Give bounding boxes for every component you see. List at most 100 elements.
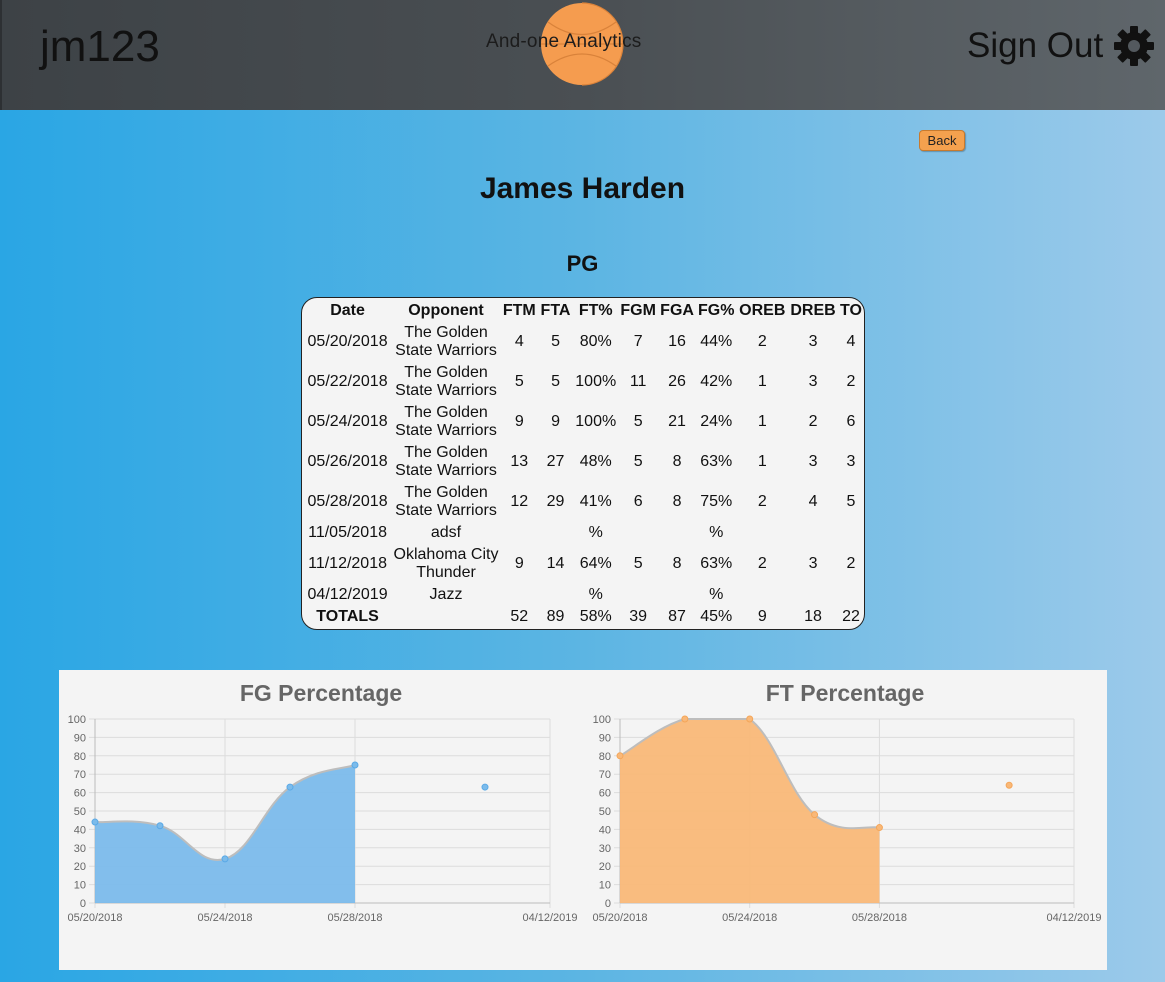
fg-area <box>95 765 355 903</box>
ft-y-tick-label: 40 <box>599 824 611 836</box>
cell-fgp: 44% <box>700 333 733 350</box>
cell-fgp: % <box>709 524 724 541</box>
col-header-oreb: OREB <box>739 302 786 319</box>
cell-fgm: 5 <box>633 453 643 470</box>
ft-x-tick-label: 05/20/2018 <box>592 912 647 924</box>
cell-fga: 8 <box>672 555 682 572</box>
cell-ftp: 48% <box>579 453 612 470</box>
opponent-line-1: Oklahoma City <box>393 546 499 563</box>
cell-oreb: 2 <box>757 555 767 572</box>
col-header-date: Date <box>330 302 365 319</box>
cell-date: 05/20/2018 <box>307 333 388 350</box>
fg-x-tick-label: 05/24/2018 <box>197 912 252 924</box>
cell-fga: 21 <box>668 413 686 430</box>
ft-data-point <box>811 811 819 819</box>
opponent-line-1: The Golden <box>404 444 488 461</box>
cell-dreb: 2 <box>808 413 818 430</box>
ft-series-line <box>619 718 880 830</box>
cell-fta: 5 <box>551 373 560 390</box>
cell-dreb: 3 <box>808 453 818 470</box>
cell-fgp: 45% <box>700 608 733 625</box>
cell-fgp: 24% <box>700 413 733 430</box>
cell-ftm: 12 <box>510 493 529 510</box>
cell-ftm: 52 <box>510 608 529 625</box>
col-header-fgp: FG% <box>698 302 735 319</box>
player-name: James Harden <box>479 172 686 205</box>
ft-y-tick-label: 30 <box>599 843 611 855</box>
cell-fta: 27 <box>546 453 565 470</box>
table-header-row: Date Opponent FTM FTA FT% FGM FGA FG% OR… <box>304 300 864 322</box>
cell-dreb: 3 <box>808 373 818 390</box>
ft-y-tick-label: 0 <box>605 898 611 910</box>
game-stats-table: Date Opponent FTM FTA FT% FGM FGA FG% OR… <box>301 297 865 630</box>
totals-row: TOTALS 52 89 58% 39 87 45% 9 18 22 <box>304 606 864 628</box>
cell-dreb: 3 <box>808 333 818 350</box>
cell-dreb: 3 <box>808 555 818 572</box>
ft-data-point <box>1005 781 1013 789</box>
cell-opponent <box>391 606 501 628</box>
cell-fgm: 5 <box>633 555 643 572</box>
ft-y-tick-label: 50 <box>599 806 611 818</box>
sign-out-link[interactable]: Sign Out <box>967 26 1104 65</box>
cell-ftp: 64% <box>579 555 612 572</box>
col-header-dreb: DREB <box>790 302 836 319</box>
cell-ftp: 58% <box>579 608 612 625</box>
cell-oreb <box>736 522 788 544</box>
cell-to <box>838 584 864 606</box>
cell-fgm: 39 <box>629 608 648 625</box>
opponent-line-1: The Golden <box>404 404 488 421</box>
cell-ftp: 100% <box>575 413 617 430</box>
col-header-fga: FGA <box>660 302 694 319</box>
cell-fta: 5 <box>551 333 560 350</box>
cell-oreb <box>736 584 788 606</box>
cell-fgp: 75% <box>700 493 733 510</box>
ft-x-tick-label: 05/24/2018 <box>722 912 777 924</box>
basketball-logo-icon <box>541 2 624 86</box>
ft-area <box>620 719 880 903</box>
table-row: 04/12/2019 Jazz % % <box>304 584 864 606</box>
cell-dreb: 4 <box>808 493 818 510</box>
cell-ftp: % <box>588 586 603 603</box>
cell-dreb <box>788 522 838 544</box>
gear-icon[interactable] <box>1114 26 1154 66</box>
cell-fgm: 7 <box>633 333 643 350</box>
cell-fga: 26 <box>668 373 686 390</box>
col-header-ftm: FTM <box>502 302 536 319</box>
opponent-line-2: State Warriors <box>395 342 497 359</box>
cell-ftp: 100% <box>575 373 617 390</box>
cell-to: 2 <box>846 373 856 390</box>
table-row: 05/28/2018 The Golden State Warriors 12 2… <box>304 482 864 522</box>
cell-fga <box>658 522 696 544</box>
table-row: 11/05/2018 adsf % % <box>304 522 864 544</box>
ft-y-tick-label: 90 <box>599 732 611 744</box>
opponent-line-1: The Golden <box>404 324 488 341</box>
cell-to <box>838 522 864 544</box>
back-button[interactable]: Back <box>919 130 965 151</box>
cell-opponent: The Golden State Warriors <box>391 322 501 362</box>
ft-y-tick-label: 100 <box>593 714 611 726</box>
opponent-line-1: The Golden <box>404 484 488 501</box>
fg-data-point <box>221 855 229 863</box>
cell-date: 11/12/2018 <box>308 555 387 572</box>
fg-y-tick-label: 70 <box>74 769 86 781</box>
cell-date: 11/05/2018 <box>308 524 387 541</box>
cell-fgp: 42% <box>700 373 733 390</box>
ft-x-tick-label: 05/28/2018 <box>852 912 907 924</box>
fg-y-tick-label: 0 <box>80 898 86 910</box>
cell-opponent: Jazz <box>429 586 463 603</box>
cell-fgp: 63% <box>700 453 733 470</box>
cell-fgm: 11 <box>629 373 647 390</box>
cell-fga: 8 <box>672 453 682 470</box>
app-logo-text: And-one Analytics <box>486 31 642 52</box>
ft-data-point <box>746 715 754 723</box>
cell-to: 4 <box>846 333 856 350</box>
cell-ftm: 9 <box>514 413 524 430</box>
cell-to: 6 <box>846 413 856 430</box>
ft-y-tick-label: 70 <box>599 769 611 781</box>
table-row: 05/26/2018 The Golden State Warriors 13 2… <box>304 442 864 482</box>
ft-y-tick-label: 60 <box>599 788 611 800</box>
fg-y-tick-label: 20 <box>74 861 86 873</box>
cell-fga <box>658 584 696 606</box>
fg-y-tick-label: 30 <box>74 843 86 855</box>
